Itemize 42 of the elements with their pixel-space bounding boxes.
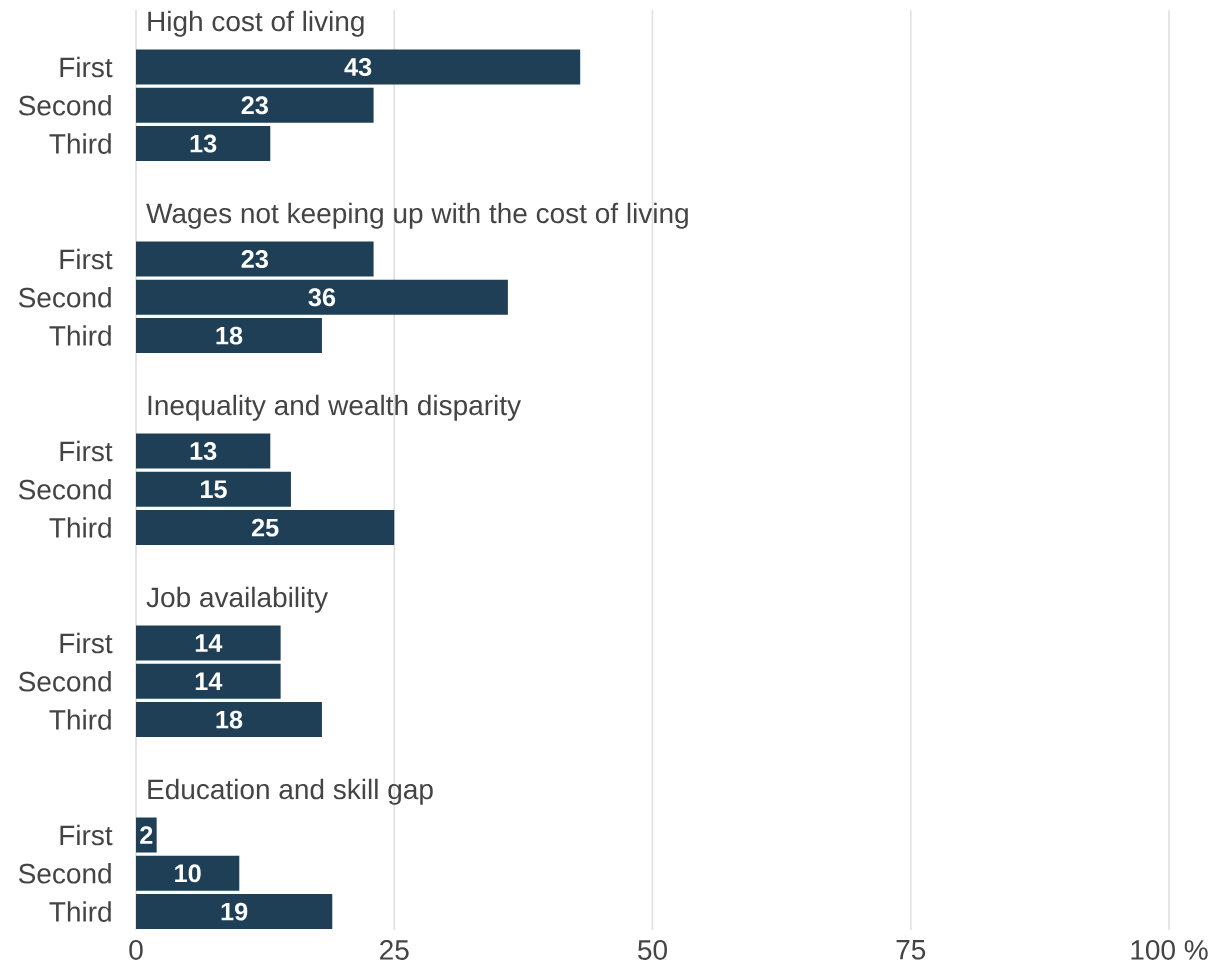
data-label: 13 <box>190 442 217 461</box>
y-tick-label: Third <box>49 901 111 922</box>
data-label: 10 <box>175 864 201 883</box>
y-tick-label: Second <box>18 95 111 116</box>
x-tick-label: 50 <box>638 940 667 960</box>
y-tick-label: Third <box>49 325 111 346</box>
data-label: 14 <box>195 634 223 652</box>
y-tick-label: First <box>60 56 113 78</box>
y-tick-label: Second <box>18 671 111 692</box>
x-tick-label: 25 <box>380 940 409 960</box>
data-label: 19 <box>221 902 248 921</box>
y-tick-label: Third <box>49 517 111 538</box>
y-tick-label: Third <box>49 709 111 730</box>
data-label: 23 <box>241 96 268 115</box>
data-label: 23 <box>241 250 268 269</box>
chart-title: Wages not keeping up with the cost of living <box>146 202 688 229</box>
x-tick-label: 75 <box>896 940 926 960</box>
bar <box>136 894 333 930</box>
chart-title: High cost of living <box>148 10 364 37</box>
data-label: 2 <box>140 826 153 844</box>
data-label: 36 <box>308 288 336 307</box>
y-tick-label: Second <box>18 863 111 884</box>
y-tick-label: Third <box>49 133 111 154</box>
data-label: 25 <box>251 518 279 537</box>
y-tick-label: First <box>60 248 113 270</box>
y-tick-label: Second <box>18 287 111 308</box>
y-tick-label: First <box>60 632 113 654</box>
chart-title: Inequality and wealth disparity <box>148 394 522 421</box>
data-label: 14 <box>195 672 223 691</box>
chart-title: Job availability <box>146 586 329 613</box>
y-tick-label: First <box>60 440 113 462</box>
bar <box>136 855 240 891</box>
y-tick-label: Second <box>18 479 111 500</box>
data-label: 18 <box>216 326 243 345</box>
data-label: 43 <box>344 58 372 76</box>
x-tick-label: 100 % <box>1131 940 1208 960</box>
y-tick-label: First <box>60 824 113 846</box>
data-label: 15 <box>200 480 227 499</box>
chart-title: Education and skill gap <box>148 778 433 805</box>
data-label: 18 <box>216 710 243 729</box>
data-label: 13 <box>190 134 217 153</box>
x-tick-label: 0 <box>129 940 143 960</box>
